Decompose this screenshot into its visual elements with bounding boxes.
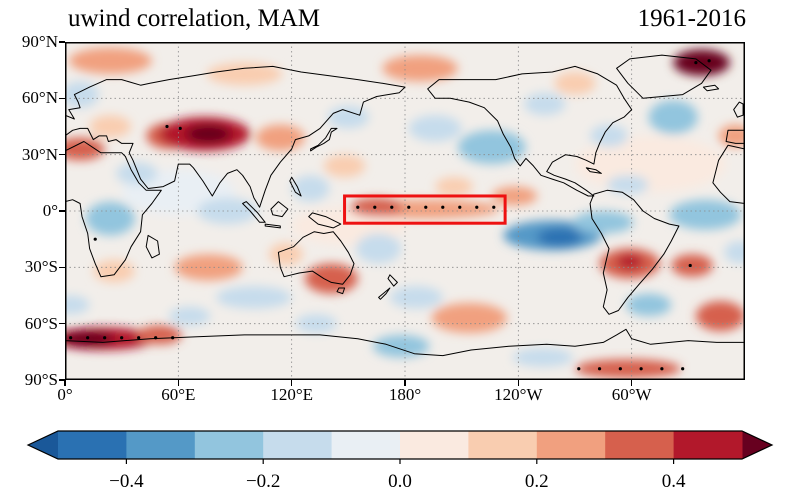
colorbar-tick-label: 0.4 (662, 471, 686, 492)
y-tick-mark (59, 97, 65, 100)
coastlines (64, 54, 746, 357)
x-tick-mark (290, 380, 293, 386)
y-tick-mark (59, 379, 65, 381)
x-tick-mark (404, 380, 406, 386)
x-tick-label: 60°W (611, 385, 652, 404)
map-plot (64, 42, 746, 380)
graticule (65, 42, 745, 380)
x-tick-label: 0° (57, 385, 73, 404)
x-tick-mark (630, 380, 633, 386)
colorbar-extend-low (28, 431, 58, 459)
colorbar-extend-high (742, 431, 772, 459)
y-tick-label: 60°S (24, 313, 58, 333)
y-tick-label: 30°S (24, 257, 58, 277)
correlation-field (65, 47, 745, 379)
y-tick-mark (59, 210, 65, 212)
map-svg (64, 42, 746, 380)
y-tick-mark (59, 266, 65, 269)
x-tick-label: 120°E (270, 385, 313, 404)
colorbar-svg: −0.4 −0.2 0.0 0.2 0.4 (26, 430, 774, 492)
plot-border (65, 42, 745, 380)
colorbar-segments (58, 431, 743, 459)
y-tick-label: 60°N (21, 88, 58, 108)
x-tick-mark (517, 380, 520, 386)
x-tick-label: 180° (388, 385, 422, 404)
x-tick-label: 60°E (161, 385, 196, 404)
colorbar-tick-label: 0.2 (525, 471, 549, 492)
colorbar: −0.4 −0.2 0.0 0.2 0.4 (0, 428, 800, 500)
y-tick-label: 0° (42, 201, 58, 220)
stipple-dots (69, 59, 711, 371)
highlight-box (343, 194, 507, 225)
y-tick-label: 30°N (21, 144, 58, 164)
y-tick-mark (59, 41, 65, 43)
colorbar-tick-label: −0.4 (109, 471, 144, 492)
x-tick-mark (177, 380, 180, 386)
colorbar-tick-label: 0.0 (388, 471, 412, 492)
y-tick-mark (59, 322, 65, 325)
y-tick-mark (59, 153, 65, 156)
figure-title: uwind correlation, MAM (68, 5, 321, 32)
y-tick-label: 90°N (21, 32, 58, 51)
colorbar-tick-label: −0.2 (246, 471, 280, 492)
x-tick-mark (64, 380, 66, 386)
colorbar-outline (26, 430, 774, 460)
x-tick-label: 120°W (494, 385, 543, 404)
y-tick-label: 90°S (24, 370, 58, 389)
figure-period: 1961-2016 (637, 5, 746, 32)
